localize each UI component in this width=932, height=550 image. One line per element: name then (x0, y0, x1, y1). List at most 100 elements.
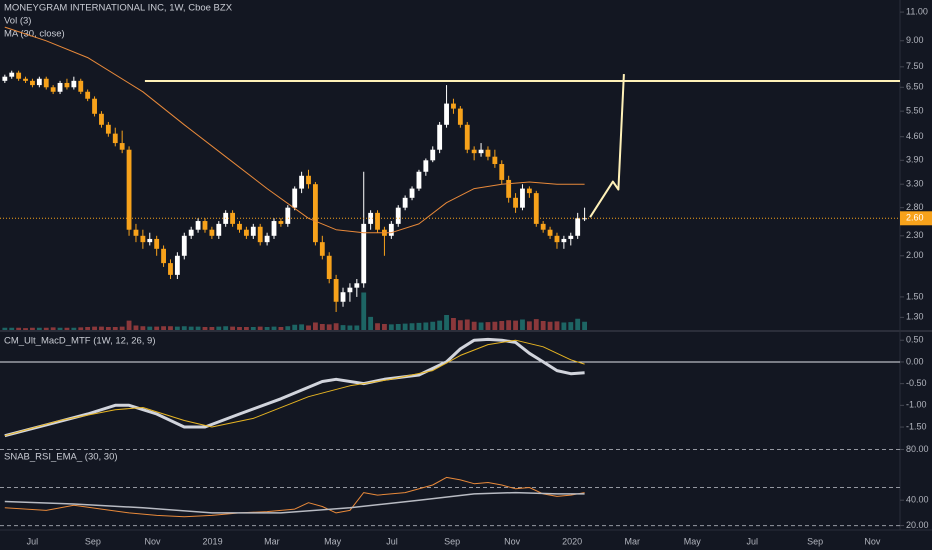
x-tick-label: Nov (145, 536, 162, 546)
volume-bar (540, 321, 546, 330)
candle-body (499, 164, 505, 180)
volume-bar (105, 327, 111, 330)
candle-body (36, 78, 42, 86)
candle-body (195, 221, 201, 230)
volume-bar (457, 320, 463, 330)
y-tick-label: 3.30 (906, 179, 924, 189)
volume-bar (430, 321, 436, 330)
legend-ma: MA (30, close) (4, 28, 65, 39)
candle-body (533, 193, 539, 224)
x-tick-label: Sep (807, 536, 823, 546)
candle-body (16, 72, 22, 79)
candle-body (230, 212, 236, 224)
volume-bar (554, 321, 560, 330)
candle-body (30, 80, 35, 86)
y-tick-label: 2.30 (906, 230, 924, 240)
y-tick-label: -0.50 (906, 378, 927, 388)
candle-body (64, 82, 70, 88)
y-tick-label: 11.00 (906, 6, 928, 16)
candle-body (575, 218, 581, 236)
volume-bar (382, 324, 387, 330)
volume-bar (533, 319, 539, 330)
volume-bar (112, 327, 118, 330)
x-tick-label: Sep (85, 536, 101, 546)
volume-bar (478, 322, 484, 330)
volume-bar (57, 327, 63, 330)
volume-bar (237, 327, 242, 330)
volume-bar (402, 323, 408, 330)
x-tick-label: 2020 (562, 536, 582, 546)
candle-body (451, 103, 456, 109)
volume-bar (36, 327, 42, 330)
candle-body (568, 235, 574, 239)
candle-body (388, 223, 394, 236)
volume-bar (513, 320, 518, 330)
candle-body (423, 160, 429, 172)
last-price-box (900, 211, 932, 226)
candle-body (299, 175, 305, 189)
volume-bar (195, 326, 201, 330)
x-tick-label: May (324, 536, 342, 546)
candle-body (257, 226, 263, 243)
indicator-line (4, 491, 585, 514)
candle-body (306, 175, 311, 185)
volume-bar (9, 327, 15, 330)
volume-bar (464, 319, 470, 330)
volume-bar (181, 326, 187, 330)
volume-bar (299, 324, 305, 330)
candle-body (285, 207, 291, 224)
candle-body (554, 235, 560, 243)
candle-body (112, 133, 118, 144)
volume-bar (71, 327, 77, 330)
candle-body (464, 124, 470, 150)
volume-bar (223, 326, 229, 330)
candle-body (2, 76, 8, 81)
y-tick-label: 2.80 (906, 202, 924, 212)
volume-bar (147, 326, 153, 330)
candle-body (50, 87, 56, 92)
volume-bar (285, 326, 291, 330)
candle-body (147, 238, 153, 243)
y-tick-label: 1.50 (906, 291, 924, 301)
volume-bar (161, 326, 166, 330)
volume-bar (230, 326, 236, 330)
volume-bar (85, 327, 91, 330)
volume-bar (423, 322, 429, 330)
volume-bar (388, 324, 394, 330)
volume-bar (547, 321, 553, 330)
volume-bar (64, 327, 70, 330)
y-tick-label: 0.50 (906, 335, 924, 345)
volume-bar (471, 321, 477, 330)
candle-body (237, 223, 242, 230)
indicator-line (4, 476, 585, 518)
volume-bar (278, 327, 284, 330)
candle-body (85, 91, 91, 99)
candle-body (492, 156, 498, 165)
y-tick-label: 80.00 (906, 444, 929, 454)
volume-bar (264, 327, 270, 330)
volume-bar (526, 321, 532, 330)
volume-bar (561, 322, 567, 330)
candle-body (513, 197, 518, 208)
candle-body (437, 124, 443, 150)
last-price-label: 2.60 (906, 213, 924, 223)
y-tick-label: 2.00 (906, 250, 924, 260)
volume-bar (2, 327, 8, 330)
candle-body (368, 212, 374, 224)
candle-body (361, 223, 367, 284)
candle-body (444, 103, 449, 125)
volume-bar (492, 321, 498, 330)
y-tick-label: 0.00 (906, 356, 924, 366)
candle-body (243, 229, 249, 236)
candle-body (43, 78, 49, 88)
x-tick-label: May (684, 536, 702, 546)
volume-bar (119, 326, 125, 330)
y-tick-label: 4.60 (906, 131, 924, 141)
candle-body (478, 149, 484, 154)
candle-body (312, 184, 318, 243)
ma-line (4, 26, 585, 234)
volume-bar (174, 326, 180, 330)
candle-body (319, 242, 325, 256)
volume-bar (437, 320, 443, 330)
volume-bar (126, 320, 132, 330)
